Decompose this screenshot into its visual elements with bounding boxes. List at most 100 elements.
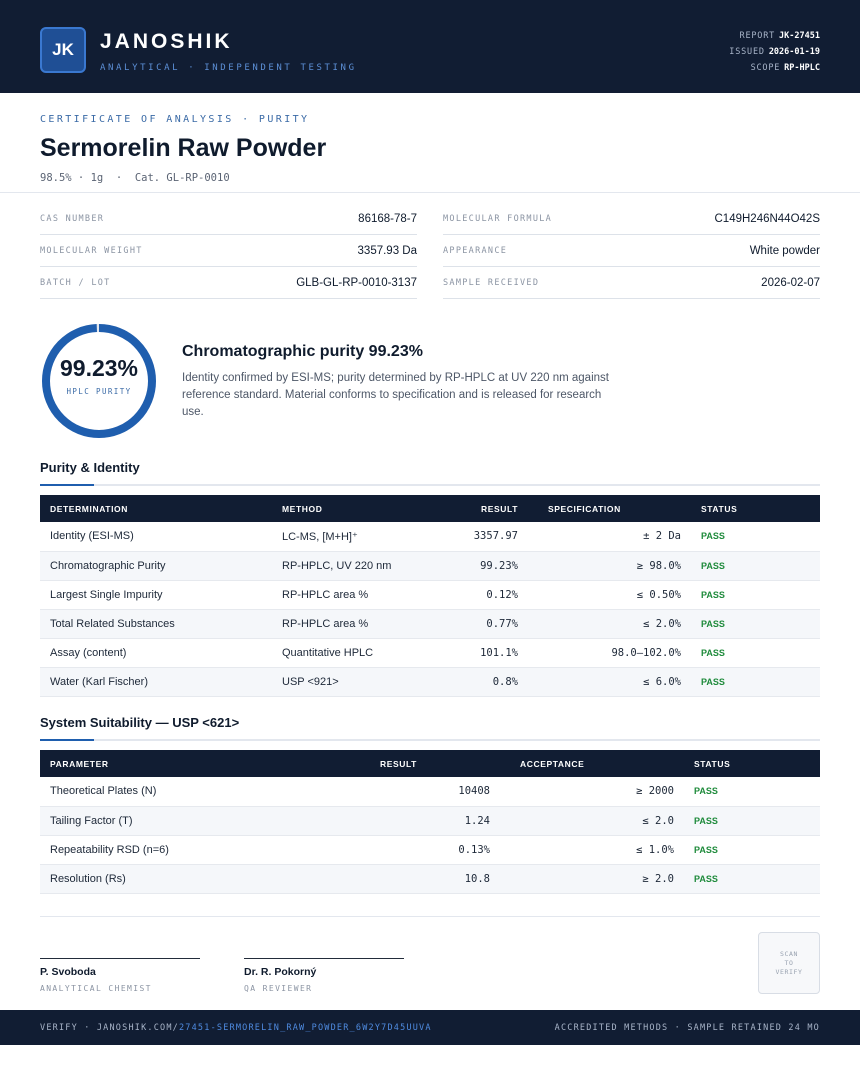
property-row: BATCH / LOT GLB-GL-RP-0010-3137	[40, 267, 417, 299]
qr-text: VERIFY	[775, 967, 803, 976]
page-title: Sermorelin Raw Powder	[40, 134, 327, 162]
column-header: RESULT	[360, 750, 500, 777]
scope-value: RP-HPLC	[784, 63, 820, 73]
table-header-row: DETERMINATION METHOD RESULT SPECIFICATIO…	[40, 495, 820, 522]
status-badge: PASS	[691, 551, 820, 581]
identity-table: DETERMINATION METHOD RESULT SPECIFICATIO…	[40, 495, 820, 697]
method-cell: Quantitative HPLC	[272, 638, 432, 668]
acceptance-cell: ≥ 2000	[500, 777, 684, 807]
brand-name: JANOSHIK	[100, 30, 233, 53]
table-row: Identity (ESI-MS) LC-MS, [M+H]⁺ 3357.97 …	[40, 522, 820, 552]
status-badge: PASS	[684, 864, 820, 894]
purity-label: HPLC PURITY	[66, 387, 132, 396]
status-badge: PASS	[691, 638, 820, 668]
property-label: SAMPLE RECEIVED	[443, 278, 540, 288]
specification-cell: ≤ 0.50%	[528, 580, 691, 610]
result-cell: 10408	[360, 777, 500, 807]
report-header: JK JANOSHIK ANALYTICAL · INDEPENDENT TES…	[0, 0, 860, 93]
verify-line: VERIFY · JANOSHIK.COM/27451-SERMORELIN_R…	[40, 1023, 432, 1033]
property-label: CAS NUMBER	[40, 214, 105, 224]
table-row: Chromatographic Purity RP-HPLC, UV 220 n…	[40, 551, 820, 581]
parameter-cell: Resolution (Rs)	[40, 864, 360, 894]
property-row: MOLECULAR FORMULA C149H246N44O42S	[443, 203, 820, 235]
divider	[0, 192, 860, 193]
verify-prefix: VERIFY · JANOSHIK.COM/	[40, 1023, 179, 1033]
purity-value: 99.23%	[59, 355, 138, 381]
purity-description: Identity confirmed by ESI-MS; purity det…	[182, 372, 609, 418]
certificate-type: CERTIFICATE OF ANALYSIS · PURITY	[40, 114, 310, 125]
qr-text: TO	[784, 958, 794, 967]
brand-tagline: ANALYTICAL · INDEPENDENT TESTING	[100, 63, 357, 73]
result-cell: 0.8%	[432, 667, 528, 697]
status-badge: PASS	[684, 777, 820, 807]
signatory-name: Dr. R. Pokorný	[244, 966, 317, 978]
signatory-name: P. Svoboda	[40, 966, 96, 978]
report-id-value: JK-27451	[779, 31, 820, 41]
qr-text: SCAN	[779, 949, 799, 958]
table-row: Water (Karl Fischer) USP <921> 0.8% ≤ 6.…	[40, 667, 820, 697]
determination-cell: Largest Single Impurity	[40, 580, 272, 610]
property-label: MOLECULAR FORMULA	[443, 214, 553, 224]
method-cell: USP <921>	[272, 667, 432, 697]
section-divider	[40, 739, 820, 741]
specification-cell: ≤ 2.0%	[528, 609, 691, 639]
property-value: White powder	[749, 245, 820, 257]
report-footer: VERIFY · JANOSHIK.COM/27451-SERMORELIN_R…	[0, 1010, 860, 1045]
specification-cell: 98.0–102.0%	[528, 638, 691, 668]
acceptance-cell: ≤ 2.0	[500, 806, 684, 836]
result-cell: 0.77%	[432, 609, 528, 639]
method-cell: RP-HPLC area %	[272, 609, 432, 639]
gauge-arc	[42, 324, 156, 438]
column-header: SPECIFICATION	[528, 495, 691, 522]
table-row: Largest Single Impurity RP-HPLC area % 0…	[40, 580, 820, 610]
table-row: Assay (content) Quantitative HPLC 101.1%…	[40, 638, 820, 668]
determination-cell: Total Related Substances	[40, 609, 272, 639]
status-badge: PASS	[691, 667, 820, 697]
determination-cell: Water (Karl Fischer)	[40, 667, 272, 697]
property-value: 3357.93 Da	[357, 245, 417, 257]
property-row: SAMPLE RECEIVED 2026-02-07	[443, 267, 820, 299]
parameter-cell: Theoretical Plates (N)	[40, 777, 360, 807]
result-cell: 99.23%	[432, 551, 528, 581]
result-cell: 10.8	[360, 864, 500, 894]
property-label: MOLECULAR WEIGHT	[40, 246, 143, 256]
properties-left-column: CAS NUMBER 86168-78-7 MOLECULAR WEIGHT 3…	[40, 203, 417, 299]
result-cell: 0.13%	[360, 835, 500, 865]
signatory-role: QA REVIEWER	[244, 984, 313, 993]
brand-logo: JK	[40, 27, 86, 73]
property-row: MOLECULAR WEIGHT 3357.93 Da	[40, 235, 417, 267]
report-id-label: REPORT	[739, 31, 776, 41]
table-row: Total Related Substances RP-HPLC area % …	[40, 609, 820, 639]
signatory-role: ANALYTICAL CHEMIST	[40, 984, 152, 993]
section-title-identity: Purity & Identity	[40, 460, 140, 475]
property-value: C149H246N44O42S	[714, 213, 821, 225]
purity-gauge	[42, 324, 156, 438]
verify-qr-code[interactable]: SCAN TO VERIFY	[758, 932, 820, 994]
specification-cell: ± 2 Da	[528, 522, 691, 552]
product-subtitle: 98.5% · 1g · Cat. GL-RP-0010	[40, 172, 230, 184]
property-row: CAS NUMBER 86168-78-7	[40, 203, 417, 235]
verify-link[interactable]: 27451-SERMORELIN_RAW_POWDER_6W2Y7D45UUVA	[178, 1023, 432, 1033]
table-row: Resolution (Rs) 10.8 ≥ 2.0 PASS	[40, 864, 820, 894]
result-cell: 1.24	[360, 806, 500, 836]
column-header: PARAMETER	[40, 750, 360, 777]
method-cell: RP-HPLC, UV 220 nm	[272, 551, 432, 581]
status-badge: PASS	[691, 609, 820, 639]
specification-cell: ≥ 98.0%	[528, 551, 691, 581]
property-label: BATCH / LOT	[40, 278, 111, 288]
parameter-cell: Tailing Factor (T)	[40, 806, 360, 836]
signature-block: Dr. R. Pokorný QA REVIEWER	[244, 958, 404, 993]
method-cell: LC-MS, [M+H]⁺	[272, 522, 432, 552]
signature-block: P. Svoboda ANALYTICAL CHEMIST	[40, 958, 200, 993]
property-value: 2026-02-07	[761, 277, 820, 289]
specification-cell: ≤ 6.0%	[528, 667, 691, 697]
section-title-suitability: System Suitability — USP <621>	[40, 715, 240, 730]
result-cell: 3357.97	[432, 522, 528, 552]
scope-label: SCOPE	[750, 63, 781, 73]
method-cell: RP-HPLC area %	[272, 580, 432, 610]
acceptance-cell: ≥ 2.0	[500, 864, 684, 894]
report-meta: REPORT JK-27451 ISSUED 2026-01-19 SCOPE RP-…	[729, 28, 820, 76]
issued-value: 2026-01-19	[768, 47, 820, 57]
column-header: ACCEPTANCE	[500, 750, 684, 777]
determination-cell: Assay (content)	[40, 638, 272, 668]
